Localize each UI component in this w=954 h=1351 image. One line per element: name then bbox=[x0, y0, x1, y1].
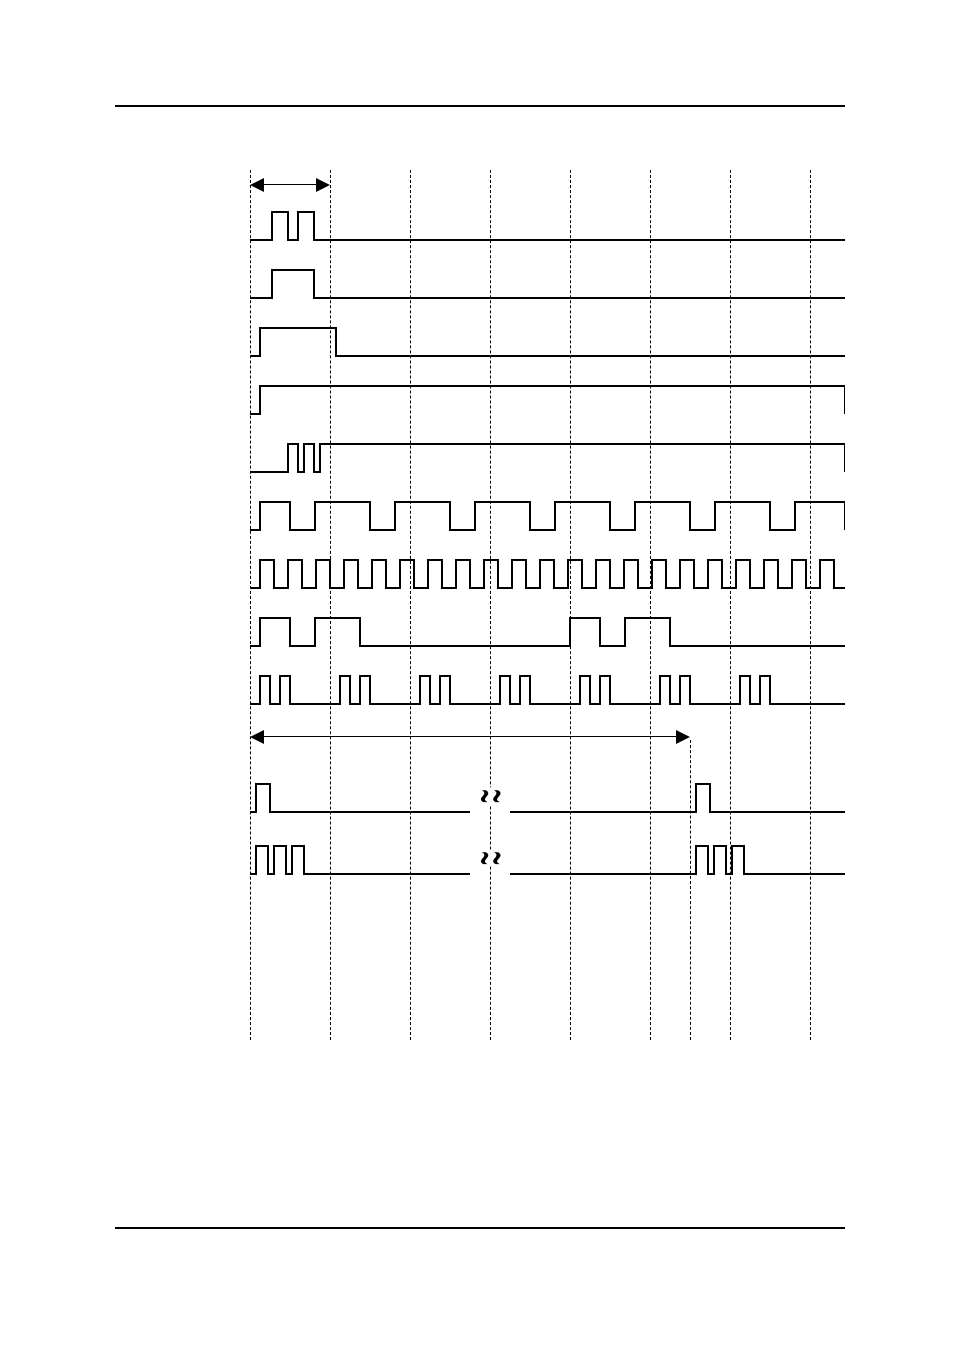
interval-arrow-long bbox=[250, 730, 690, 744]
waveform-r10 bbox=[250, 782, 845, 814]
waveform-svg bbox=[250, 844, 845, 876]
grid-line bbox=[410, 170, 411, 1040]
waveform-svg bbox=[250, 500, 845, 532]
arrow-head-right-icon bbox=[316, 178, 330, 192]
waveform-r2 bbox=[250, 268, 845, 300]
top-rule bbox=[115, 105, 845, 107]
grid-line bbox=[490, 170, 491, 1040]
grid-line bbox=[330, 170, 331, 1040]
waveform-r11 bbox=[250, 844, 845, 876]
grid-line bbox=[570, 170, 571, 1040]
waveform-svg bbox=[250, 782, 845, 814]
arrow-head-right-icon bbox=[676, 730, 690, 744]
waveform-svg bbox=[250, 674, 845, 706]
arrow-line bbox=[260, 184, 320, 185]
timing-diagram: ≈ ≈ bbox=[250, 170, 845, 1040]
waveform-svg bbox=[250, 384, 845, 416]
content-box: ≈ ≈ bbox=[115, 105, 845, 1235]
waveform-r6 bbox=[250, 500, 845, 532]
grid-line bbox=[730, 170, 731, 1040]
page: ≈ ≈ bbox=[0, 0, 954, 1351]
waveform-svg bbox=[250, 326, 845, 358]
waveform-svg bbox=[250, 558, 845, 590]
waveform-svg bbox=[250, 210, 845, 242]
waveform-r4 bbox=[250, 384, 845, 416]
waveform-r8 bbox=[250, 616, 845, 648]
waveform-r3 bbox=[250, 326, 845, 358]
interval-arrow-short bbox=[250, 178, 330, 192]
waveform-svg bbox=[250, 268, 845, 300]
bottom-rule bbox=[115, 1227, 845, 1229]
grid-line bbox=[810, 170, 811, 1040]
waveform-svg bbox=[250, 442, 845, 474]
break-mark-icon: ≈ bbox=[464, 849, 514, 866]
waveform-r7 bbox=[250, 558, 845, 590]
grid-line bbox=[650, 170, 651, 1040]
break-mark-icon: ≈ bbox=[464, 787, 514, 804]
arrow-head-left-icon bbox=[250, 730, 264, 744]
waveform-svg bbox=[250, 616, 845, 648]
arrow-line bbox=[260, 736, 680, 737]
waveform-r5 bbox=[250, 442, 845, 474]
waveform-r1 bbox=[250, 210, 845, 242]
grid-line bbox=[250, 170, 251, 1040]
waveform-r9 bbox=[250, 674, 845, 706]
arrow-head-left-icon bbox=[250, 178, 264, 192]
